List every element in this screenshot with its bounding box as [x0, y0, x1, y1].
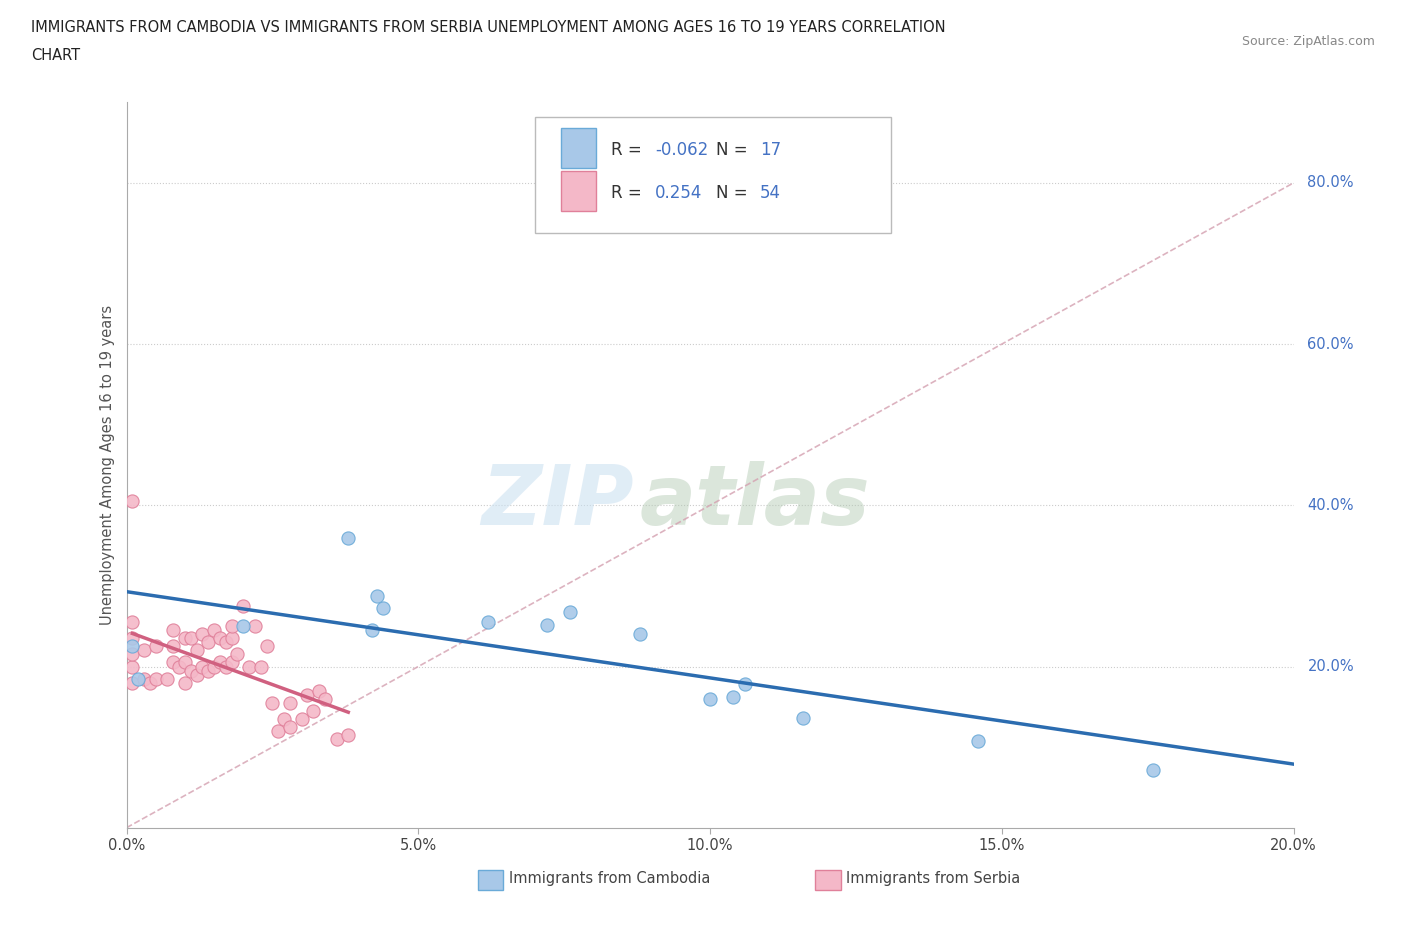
Point	[121, 647, 143, 662]
Text: N =: N =	[716, 141, 752, 159]
Point	[139, 675, 162, 690]
FancyBboxPatch shape	[561, 171, 596, 211]
Text: -0.062: -0.062	[655, 141, 709, 159]
Point	[121, 659, 143, 674]
Point	[197, 663, 219, 678]
Point	[132, 671, 155, 686]
Text: Immigrants from Serbia: Immigrants from Serbia	[846, 871, 1021, 886]
Point	[558, 604, 581, 619]
Text: ZIP: ZIP	[481, 460, 634, 542]
Text: 17: 17	[761, 141, 782, 159]
Point	[208, 631, 231, 645]
Point	[186, 643, 208, 658]
Point	[191, 659, 214, 674]
Point	[145, 671, 167, 686]
Point	[278, 696, 301, 711]
Point	[180, 663, 202, 678]
Point	[278, 720, 301, 735]
Point	[215, 635, 238, 650]
Text: R =: R =	[610, 184, 652, 202]
Point	[174, 675, 197, 690]
Point	[162, 623, 184, 638]
Point	[325, 732, 347, 747]
Text: Source: ZipAtlas.com: Source: ZipAtlas.com	[1241, 35, 1375, 48]
Point	[267, 724, 290, 738]
Point	[121, 675, 143, 690]
Point	[373, 601, 395, 616]
Point	[208, 655, 231, 670]
Point	[127, 671, 149, 686]
Point	[290, 711, 312, 726]
Point	[366, 588, 388, 603]
Point	[156, 671, 179, 686]
Point	[243, 618, 266, 633]
Text: IMMIGRANTS FROM CAMBODIA VS IMMIGRANTS FROM SERBIA UNEMPLOYMENT AMONG AGES 16 TO: IMMIGRANTS FROM CAMBODIA VS IMMIGRANTS F…	[31, 20, 946, 35]
FancyBboxPatch shape	[561, 128, 596, 168]
Point	[628, 627, 651, 642]
Point	[121, 615, 143, 630]
Text: 60.0%: 60.0%	[1308, 337, 1354, 352]
Point	[174, 631, 197, 645]
FancyBboxPatch shape	[534, 117, 891, 232]
Point	[174, 655, 197, 670]
Text: R =: R =	[610, 141, 647, 159]
Text: 40.0%: 40.0%	[1308, 498, 1354, 512]
Point	[226, 647, 249, 662]
Point	[734, 677, 756, 692]
Point	[238, 659, 260, 674]
Point	[273, 711, 295, 726]
Point	[477, 615, 499, 630]
Text: 54: 54	[761, 184, 782, 202]
Point	[221, 618, 243, 633]
Point	[699, 691, 721, 706]
Y-axis label: Unemployment Among Ages 16 to 19 years: Unemployment Among Ages 16 to 19 years	[100, 305, 115, 625]
Text: atlas: atlas	[640, 460, 870, 542]
Point	[232, 618, 254, 633]
Point	[132, 643, 155, 658]
Point	[180, 631, 202, 645]
Text: N =: N =	[716, 184, 752, 202]
Point	[256, 639, 278, 654]
Text: Immigrants from Cambodia: Immigrants from Cambodia	[509, 871, 710, 886]
Text: 0.254: 0.254	[655, 184, 703, 202]
Point	[792, 711, 814, 725]
Point	[202, 659, 225, 674]
Point	[145, 639, 167, 654]
Point	[221, 655, 243, 670]
Point	[197, 635, 219, 650]
Point	[221, 631, 243, 645]
Point	[536, 618, 558, 632]
Point	[121, 494, 143, 509]
Point	[337, 727, 360, 742]
Point	[1142, 763, 1164, 777]
Point	[967, 733, 990, 748]
Text: 80.0%: 80.0%	[1308, 176, 1354, 191]
Point	[232, 599, 254, 614]
Point	[297, 687, 319, 702]
Point	[215, 659, 238, 674]
Point	[360, 623, 382, 638]
Point	[337, 530, 360, 545]
Point	[162, 655, 184, 670]
Point	[167, 659, 190, 674]
Text: CHART: CHART	[31, 48, 80, 63]
Point	[191, 627, 214, 642]
Point	[186, 667, 208, 682]
Point	[249, 659, 271, 674]
Point	[723, 690, 745, 705]
Point	[302, 703, 325, 718]
Text: 20.0%: 20.0%	[1308, 659, 1354, 674]
Point	[162, 639, 184, 654]
Point	[202, 623, 225, 638]
Point	[262, 696, 284, 711]
Point	[121, 631, 143, 645]
Point	[308, 684, 330, 698]
Point	[121, 639, 143, 654]
Point	[314, 691, 336, 706]
